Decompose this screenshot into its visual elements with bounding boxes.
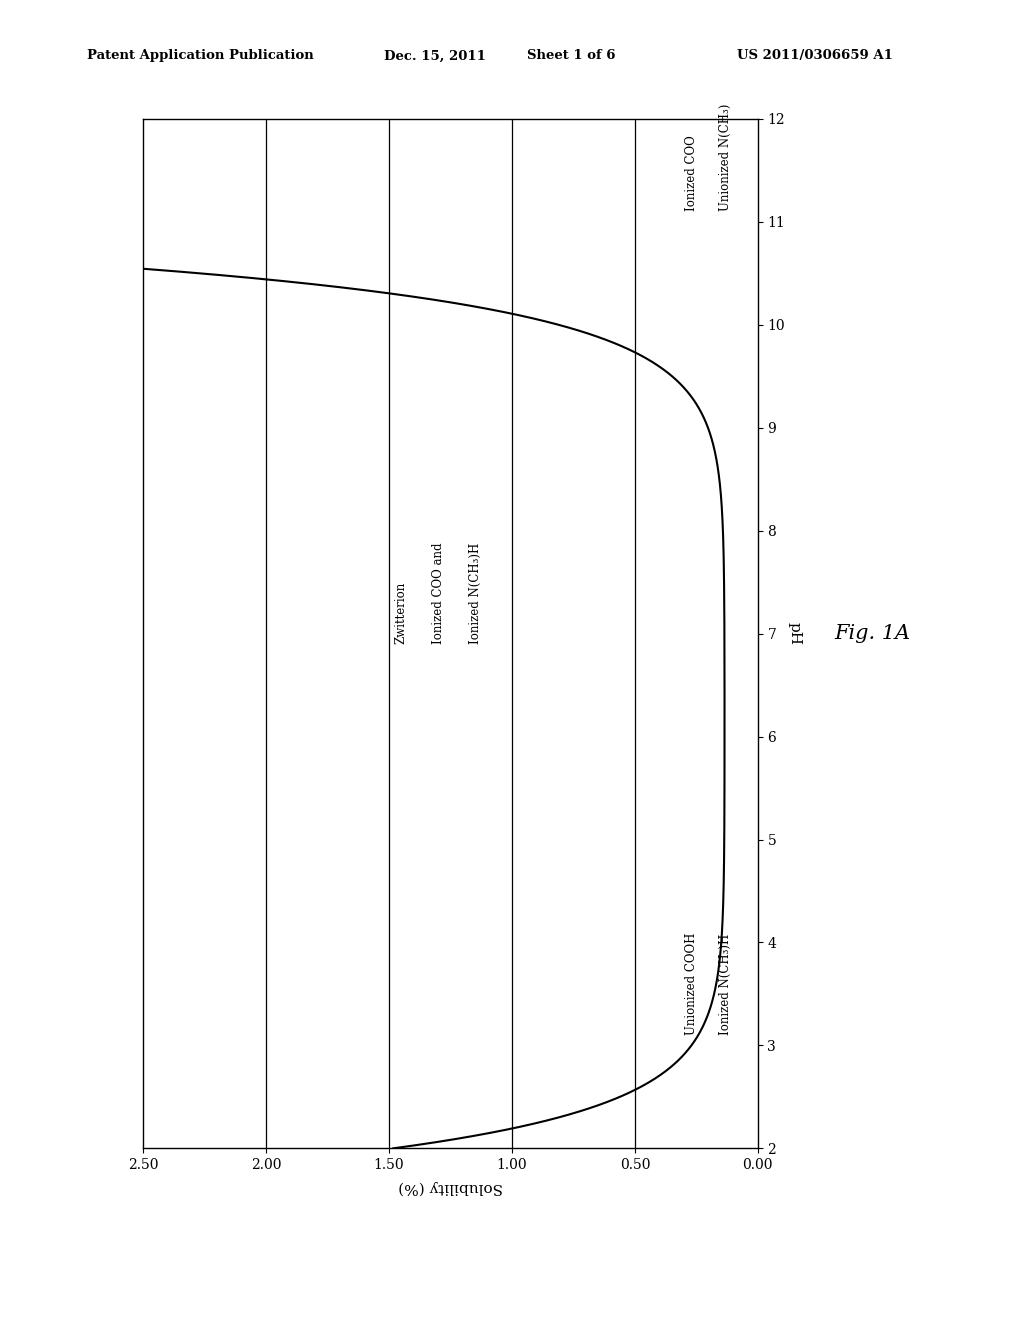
Text: Dec. 15, 2011: Dec. 15, 2011 [384,49,485,62]
Text: Ionized COO: Ionized COO [685,136,698,211]
X-axis label: Solubility (%): Solubility (%) [398,1180,503,1195]
Text: Zwitterion: Zwitterion [395,582,408,644]
Text: Sheet 1 of 6: Sheet 1 of 6 [527,49,615,62]
Text: Fig. 1A: Fig. 1A [835,624,910,643]
Text: Unionized COOH: Unionized COOH [685,933,698,1035]
Text: US 2011/0306659 A1: US 2011/0306659 A1 [737,49,893,62]
Text: Ionized COO and: Ionized COO and [432,543,444,644]
Text: Unionized N(CH₃): Unionized N(CH₃) [719,104,732,211]
Text: Ionized N(CH₃)H: Ionized N(CH₃)H [469,543,481,644]
Y-axis label: pH: pH [787,622,802,645]
Text: Ionized N(CH₃)H: Ionized N(CH₃)H [719,933,732,1035]
Text: Patent Application Publication: Patent Application Publication [87,49,313,62]
